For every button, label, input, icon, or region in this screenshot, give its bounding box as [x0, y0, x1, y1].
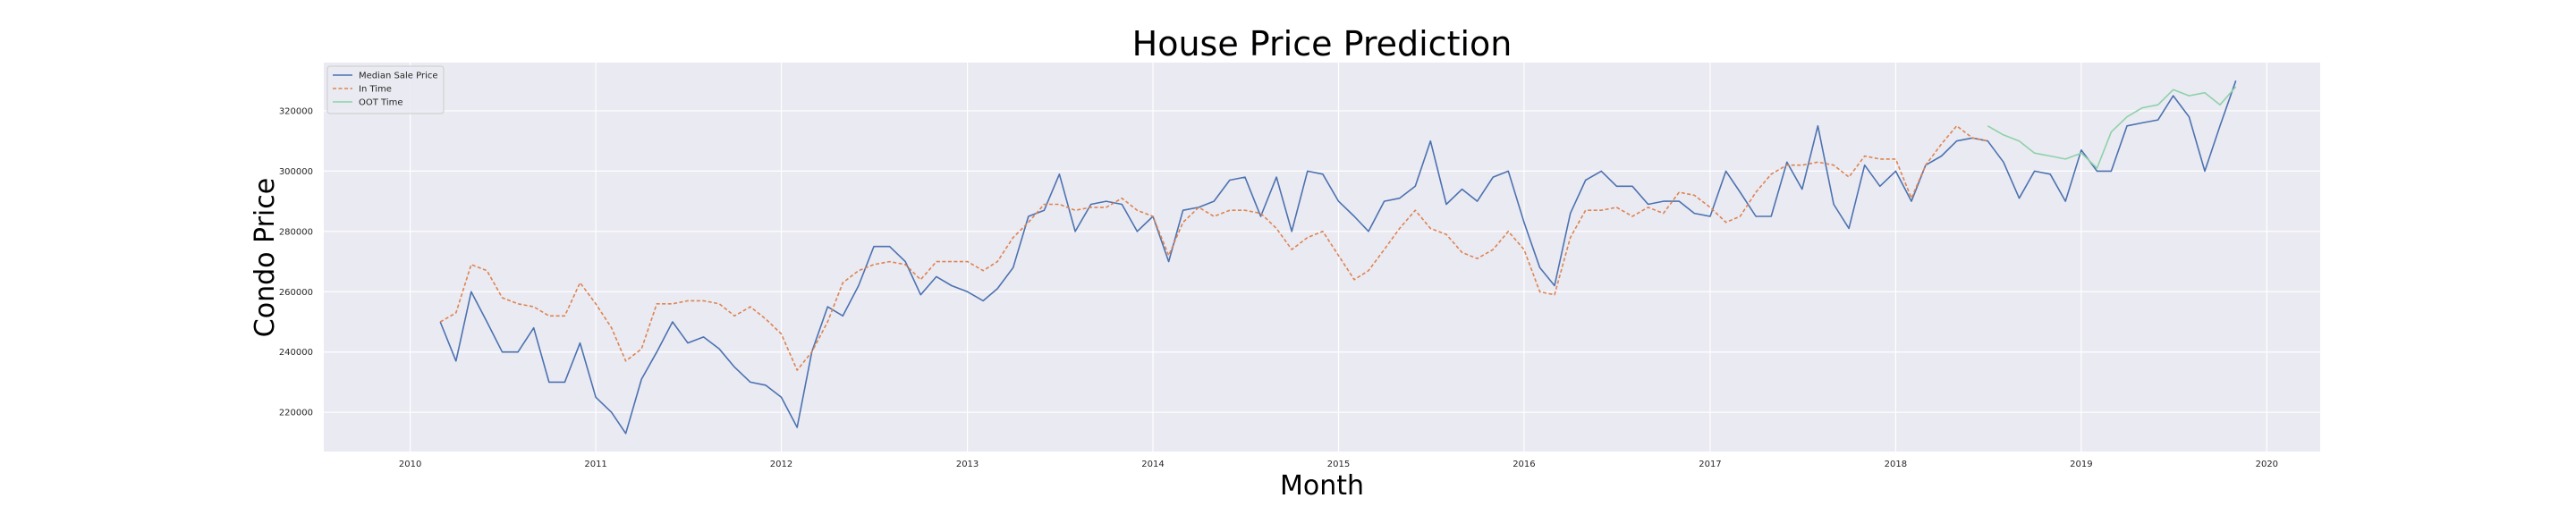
series-line-1 — [439, 125, 1988, 371]
legend-box — [326, 65, 445, 114]
y-tick-label: 260000 — [279, 288, 313, 298]
x-tick-label: 2010 — [399, 460, 421, 469]
x-tick-label: 2014 — [1141, 460, 1164, 469]
y-tick-label: 320000 — [279, 106, 313, 116]
plot-area — [324, 63, 2320, 452]
x-axis-label: Month — [1280, 470, 1364, 502]
x-tick-label: 2020 — [2256, 460, 2278, 469]
x-tick-label: 2017 — [1699, 460, 1721, 469]
legend-label: Median Sale Price — [359, 72, 438, 81]
y-axis-label: Condo Price — [250, 178, 281, 337]
series-line-2 — [1987, 86, 2237, 169]
x-tick-label: 2011 — [584, 460, 606, 469]
x-tick-labels: 2010 2011 2012 2013 2014 2015 2016 2017 2018 2019… — [399, 460, 2278, 469]
grid-lines — [324, 63, 2320, 452]
y-tick-label: 220000 — [279, 409, 313, 418]
x-tick-label: 2016 — [1513, 460, 1535, 469]
legend: Median Sale Price In Time OOT Time — [326, 65, 445, 114]
series-lines — [439, 80, 2237, 435]
x-tick-label: 2015 — [1327, 460, 1350, 469]
x-tick-label: 2019 — [2070, 460, 2092, 469]
y-tick-label: 300000 — [279, 167, 313, 177]
x-tick-label: 2018 — [1885, 460, 1907, 469]
y-tick-label: 240000 — [279, 348, 313, 358]
x-tick-label: 2013 — [956, 460, 979, 469]
x-tick-label: 2012 — [770, 460, 792, 469]
chart-title: House Price Prediction — [1132, 24, 1513, 63]
series-line-0 — [439, 80, 2237, 435]
y-tick-label: 280000 — [279, 227, 313, 237]
y-tick-labels: 220000 240000 260000 280000 300000 320000 — [279, 106, 313, 418]
legend-label: In Time — [359, 85, 392, 95]
legend-label: OOT Time — [359, 98, 403, 108]
